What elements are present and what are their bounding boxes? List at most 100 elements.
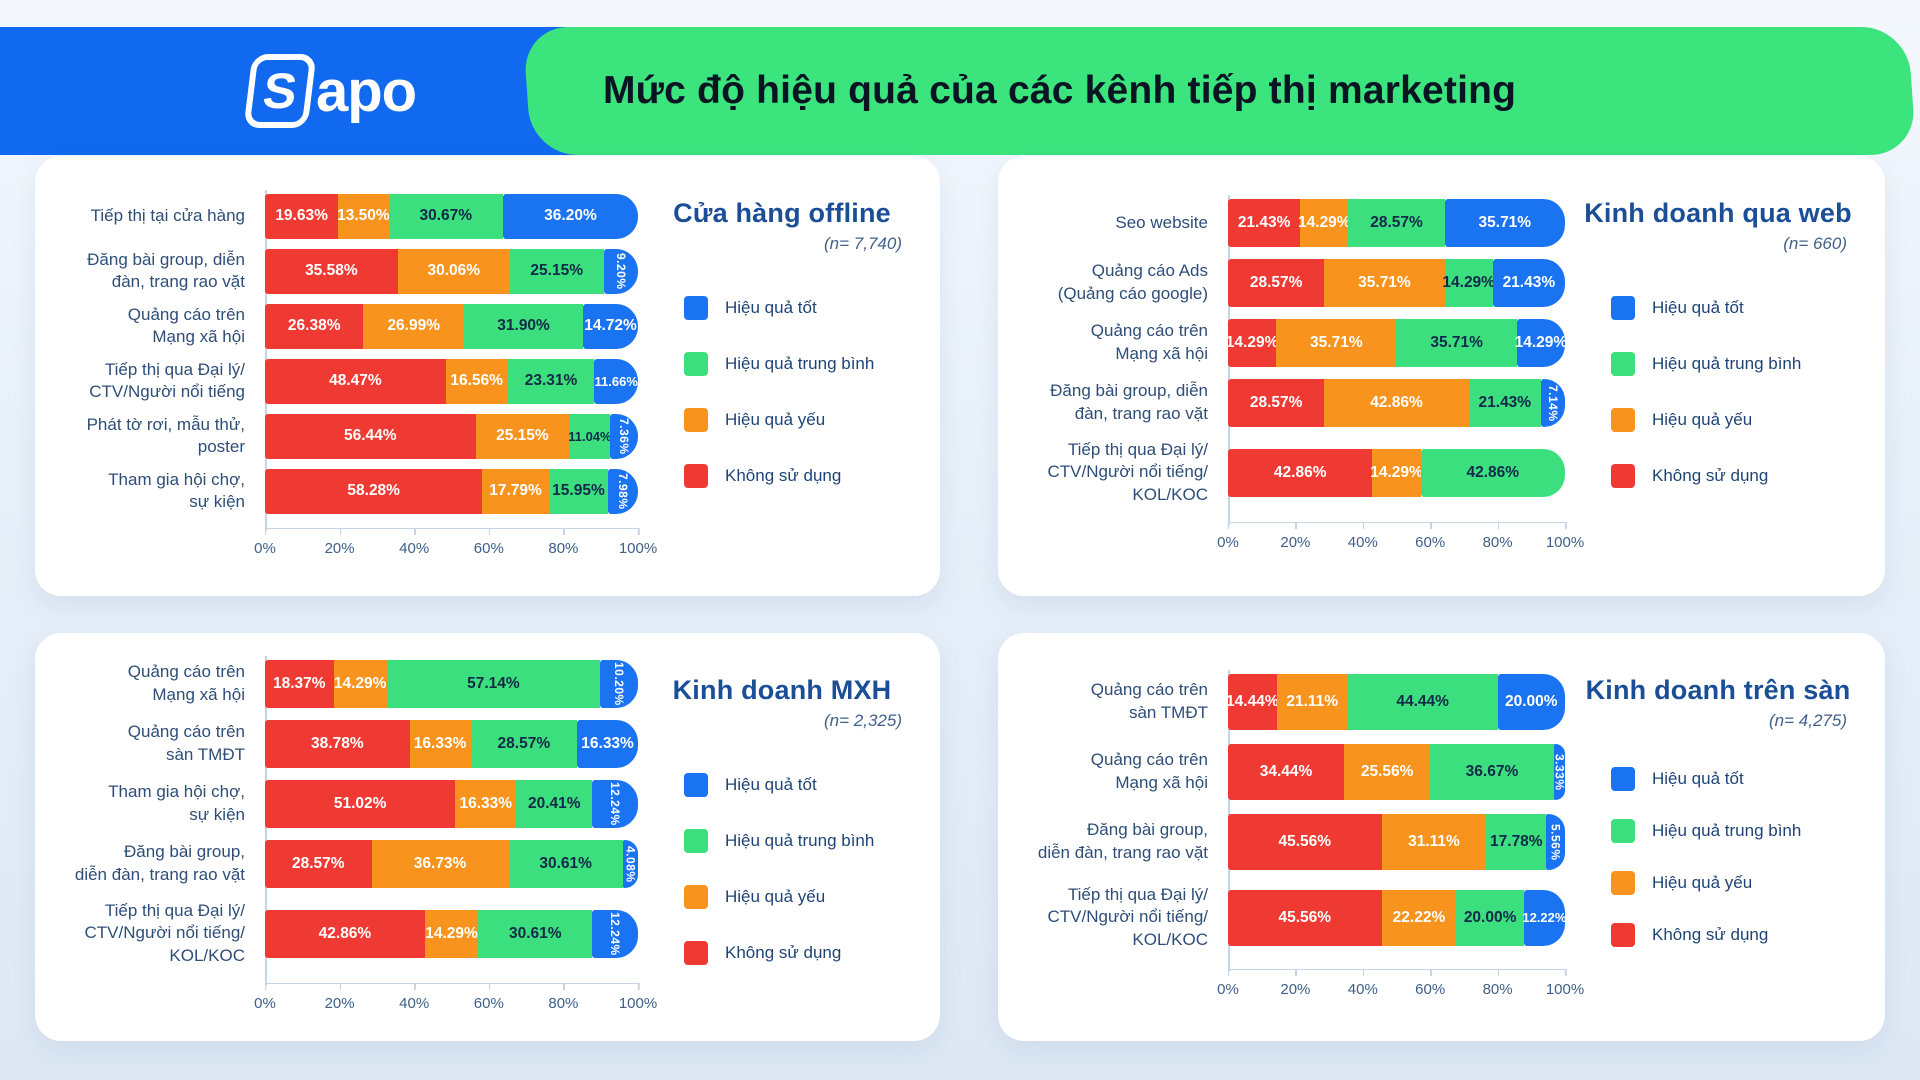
bar-segment-hieu-qua-trung-binh: 21.43% [1468, 378, 1541, 427]
axis-tick-label: 80% [548, 983, 579, 1013]
bar-segment-hieu-qua-yeu: 42.86% [1324, 378, 1469, 427]
row-label: Tiếp thị qua Đại lý/ CTV/Người nổi tiếng… [1047, 884, 1208, 949]
bar-value-label: 36.73% [413, 854, 467, 872]
bar-value-label: 34.44% [1259, 762, 1313, 780]
panel-kinh-doanh-qua-web: Seo website 21.43% 14.29% 28.57% 35.71% Quảng… [998, 156, 1885, 596]
legend-swatch [1611, 352, 1635, 376]
axis-tick-label: 60% [1415, 522, 1446, 552]
legend-swatch [684, 885, 708, 909]
bar-segment-hieu-qua-yeu: 35.71% [1276, 318, 1397, 367]
axis-tick-label: 20% [324, 527, 355, 557]
x-axis-row: 0% 20% 40% 60% 80% 100% [59, 979, 657, 1022]
stacked-bar: 14.29% 35.71% 35.71% 14.29% [1226, 318, 1568, 367]
bar-segment-hieu-qua-trung-binh: 30.67% [388, 193, 503, 239]
stacked-bar: 28.57% 42.86% 21.43% 7.14% [1228, 378, 1565, 427]
row-label: Tiếp thị qua Đại lý/ CTV/Người nổi tiếng… [84, 900, 245, 965]
bar-segment-hieu-qua-tot: 4.08% [622, 839, 638, 888]
chart-area: Quảng cáo trên sàn TMĐT 14.44% 21.11% 44.44… [998, 633, 1584, 1041]
x-axis: 0% 20% 40% 60% 80% 100% [254, 983, 657, 1022]
bar-value-label: 42.86% [1273, 463, 1327, 481]
plot-rows: Quảng cáo trên sàn TMĐT 14.44% 21.11% 44.44… [1022, 673, 1584, 1008]
stacked-bar: 35.58% 30.06% 25.15% 9.20% [265, 248, 638, 294]
plot: Quảng cáo trên Mạng xã hội 18.37% 14.29% 57… [59, 655, 657, 1022]
bar-segment-hieu-qua-yeu: 22.22% [1381, 889, 1457, 946]
bar-value-label: 16.33% [581, 734, 634, 752]
panel-sample-size: (n= 2,325) [824, 711, 902, 730]
row-label: Tham gia hội chợ, sự kiện [108, 782, 245, 824]
bar-value-label: 14.29% [1514, 333, 1568, 351]
legend-swatch [684, 941, 708, 965]
bar-value-label: 28.57% [1249, 393, 1303, 411]
bar-value-label: 7.98% [616, 472, 631, 510]
bar-segment-hieu-qua-trung-binh: 31.90% [464, 303, 584, 349]
bar-segment-khong-su-dung: 28.57% [1228, 378, 1325, 427]
legend-label: Hiệu quả tốt [725, 775, 817, 794]
bar-segment-hieu-qua-tot: 11.66% [594, 358, 638, 404]
bar-value-label: 35.71% [1478, 213, 1532, 231]
bar-value-label: 4.08% [623, 845, 638, 883]
bar-segment-khong-su-dung: 42.86% [265, 909, 425, 958]
bar-value-label: 23.31% [524, 372, 578, 389]
axis-tick-label: 80% [1482, 969, 1513, 999]
panel-sample-size: (n= 660) [1783, 234, 1847, 253]
sapo-logo: S apo [243, 54, 416, 128]
bar-segment-hieu-qua-tot: 7.36% [610, 413, 638, 459]
legend-swatch [684, 408, 708, 432]
bar-value-label: 48.47% [329, 372, 382, 389]
bar-value-label: 36.67% [1465, 762, 1519, 780]
legend-item: Không sử dụng [1611, 923, 1861, 947]
bar-segment-hieu-qua-trung-binh: 20.41% [516, 779, 593, 828]
bar-segment-hieu-qua-yeu: 26.99% [363, 303, 465, 349]
row-label: Tiếp thị qua Đại lý/ CTV/Người nổi tiếng [89, 359, 245, 401]
row-label: Quảng cáo trên Mạng xã hội [1090, 321, 1208, 363]
plot-rows: Seo website 21.43% 14.29% 28.57% 35.71% Quảng… [1022, 198, 1584, 561]
legend-item: Hiệu quả tốt [1611, 767, 1861, 791]
bar-value-label: 7.14% [1545, 384, 1560, 422]
bar-value-label: 14.29% [1442, 273, 1495, 291]
bar-segment-hieu-qua-yeu: 14.29% [424, 909, 479, 958]
stacked-bar: 45.56% 22.22% 20.00% 12.22% [1228, 889, 1566, 946]
legend-item: Hiệu quả yếu [684, 885, 916, 909]
bar-value-label: 15.95% [552, 482, 605, 499]
bar-segment-hieu-qua-trung-binh: 35.71% [1396, 318, 1517, 367]
axis-tick-label: 100% [618, 527, 658, 557]
panel-kinh-doanh-mxh: Quảng cáo trên Mạng xã hội 18.37% 14.29% 57… [35, 633, 940, 1041]
legend-swatch [684, 464, 708, 488]
bar-value-label: 11.66% [594, 373, 638, 389]
stacked-bar: 18.37% 14.29% 57.14% 10.20% [265, 659, 638, 708]
bar-value-label: 28.57% [497, 734, 551, 752]
bar-segment-hieu-qua-tot: 9.20% [603, 248, 638, 294]
bar-value-label: 28.57% [1370, 213, 1423, 231]
bar-segment-khong-su-dung: 34.44% [1228, 743, 1345, 800]
bar-segment-hieu-qua-tot: 12.24% [592, 779, 638, 828]
bar-segment-hieu-qua-tot: 14.72% [583, 303, 638, 349]
bar-segment-hieu-qua-trung-binh: 17.78% [1486, 813, 1547, 870]
stacked-bar: 51.02% 16.33% 20.41% 12.24% [265, 779, 638, 828]
bar-segment-khong-su-dung: 48.47% [265, 358, 446, 404]
row-label: Seo website [1115, 212, 1208, 232]
bar-segment-khong-su-dung: 14.29% [1226, 318, 1278, 367]
row-label: Đăng bài group, diễn đàn, trang rao vặt [1050, 381, 1208, 423]
bar-value-label: 30.61% [508, 924, 562, 942]
row-label: Phát tờ rơi, mẫu thử, poster [86, 414, 245, 456]
chart-area: Quảng cáo trên Mạng xã hội 18.37% 14.29% 57… [35, 633, 657, 1041]
bar-value-label: 42.86% [318, 924, 372, 942]
axis-tick-label: 20% [1280, 522, 1311, 552]
legend-item: Hiệu quả trung bình [684, 829, 916, 853]
stacked-bar: 28.57% 36.73% 30.61% 4.08% [265, 839, 638, 888]
legend: Hiệu quả tốt Hiệu quả trung bình Hiệu quả … [1575, 767, 1861, 947]
bar-segment-hieu-qua-tot: 20.00% [1497, 673, 1565, 730]
chart-row: Tiếp thị qua Đại lý/ CTV/Người nổi tiếng… [59, 358, 638, 404]
bar-value-label: 26.38% [287, 317, 341, 334]
legend: Hiệu quả tốt Hiệu quả trung bình Hiệu quả … [648, 296, 916, 488]
axis-tick-label: 0% [254, 527, 276, 557]
legend-item: Hiệu quả tốt [684, 296, 916, 320]
title-banner: Mức độ hiệu quả của các kênh tiếp thị ma… [522, 27, 1917, 155]
bar-value-label: 14.29% [425, 924, 478, 942]
legend-label: Không sử dụng [725, 466, 842, 485]
row-label: Đăng bài group, diễn đàn, trang rao vặt [87, 249, 245, 291]
bar-value-label: 10.20% [611, 661, 626, 706]
bar-value-label: 14.72% [584, 317, 637, 334]
panel-title: Kinh doanh qua web [1584, 198, 1852, 228]
row-label: Đăng bài group, diễn đàn, trang rao vặt [74, 842, 245, 884]
